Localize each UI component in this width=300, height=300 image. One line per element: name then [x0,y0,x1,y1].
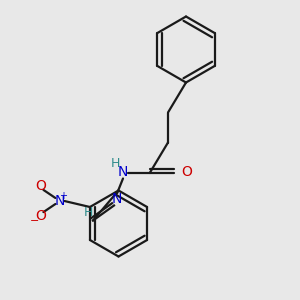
Text: H: H [111,157,120,170]
Text: N: N [118,166,128,179]
Text: N: N [55,194,65,208]
Text: O: O [35,179,46,193]
Text: −: − [30,216,39,226]
Text: N: N [112,193,122,206]
Text: O: O [35,209,46,223]
Text: O: O [182,166,192,179]
Text: H: H [84,206,93,220]
Text: +: + [59,190,68,201]
